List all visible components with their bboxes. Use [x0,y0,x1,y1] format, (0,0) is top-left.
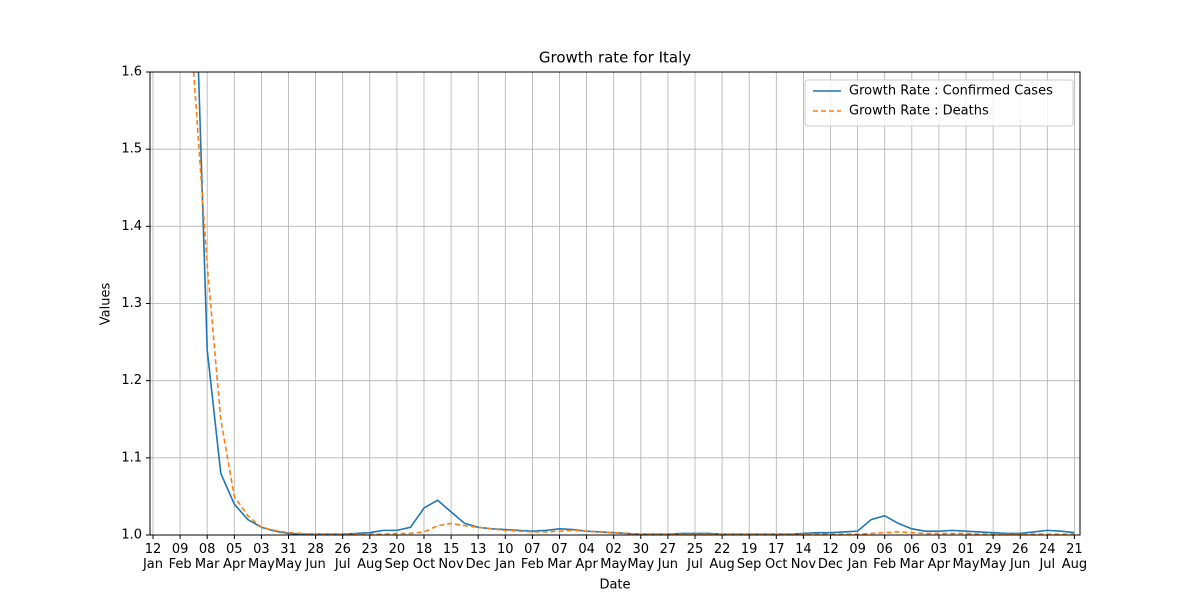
x-tick-label: 26 Jul [334,542,351,572]
x-tick-label: 03 May [247,542,275,572]
x-tick-label: 06 Mar [899,542,925,572]
x-tick-label: 15 Nov [438,542,464,572]
x-tick-label: 03 Apr [927,542,951,572]
y-tick-label: 1.6 [121,65,142,80]
x-tick-label: 01 May [952,542,980,572]
x-tick-label: 06 Feb [873,542,897,572]
legend-label: Growth Rate : Deaths [849,104,989,119]
x-tick-label: 19 Sep [736,542,762,572]
x-tick-label: 12 Jan [142,542,164,572]
x-tick-label: 22 Aug [709,542,735,572]
x-tick-label: 25 Jul [686,542,704,572]
x-tick-label: 08 Mar [194,542,220,572]
x-tick-label: 02 May [600,542,628,572]
y-tick-label: 1.0 [121,528,142,543]
x-tick-label: 29 May [979,542,1007,572]
y-axis-label: Values [99,283,114,326]
x-tick-label: 28 Jun [305,542,326,572]
legend: Growth Rate : Confirmed Cases Growth Rate… [804,79,1074,127]
lines [192,72,1075,535]
x-tick-label: 05 Apr [223,542,246,572]
x-tick-label: 31 May [275,542,302,572]
x-tick-label: 14 Nov [790,542,817,572]
y-tick-label: 1.5 [121,142,142,157]
y-tick-label: 1.4 [121,219,142,234]
x-tick-label: 21 Aug [1061,542,1088,572]
x-tick-label: 13 Dec [465,542,491,572]
legend-label: Growth Rate : Confirmed Cases [849,84,1053,99]
x-tick-label: 17 Oct [765,542,788,572]
x-tick-label: 07 Mar [547,542,572,572]
grid [150,71,1080,536]
x-tick-label: 24 Jul [1039,542,1056,572]
x-tick-label: 12 Dec [817,542,844,572]
chart-title: Growth rate for Italy [539,49,691,67]
x-tick-label: 09 Jan [847,542,868,572]
x-tick-label: 23 Aug [357,542,383,572]
x-tick-label: 26 Jun [1010,542,1031,572]
x-tick-label: 18 Oct [412,542,436,572]
x-axis-label: Date [599,578,630,593]
legend-box [804,79,1074,127]
x-tick-label: 10 Jan [495,542,516,572]
x-tick-label: 04 Apr [575,542,598,572]
x-tick-label: 27 Jun [657,542,679,572]
x-tick-label: 07 Feb [520,542,544,572]
y-tick-label: 1.1 [121,450,142,465]
y-tick-label: 1.3 [121,296,142,311]
x-tick-label: 30 May [627,542,655,572]
x-tick-label: 09 Feb [168,542,192,572]
y-tick-label: 1.2 [121,373,142,388]
x-tick-label: 20 Sep [384,542,410,572]
series-line [192,72,1075,535]
